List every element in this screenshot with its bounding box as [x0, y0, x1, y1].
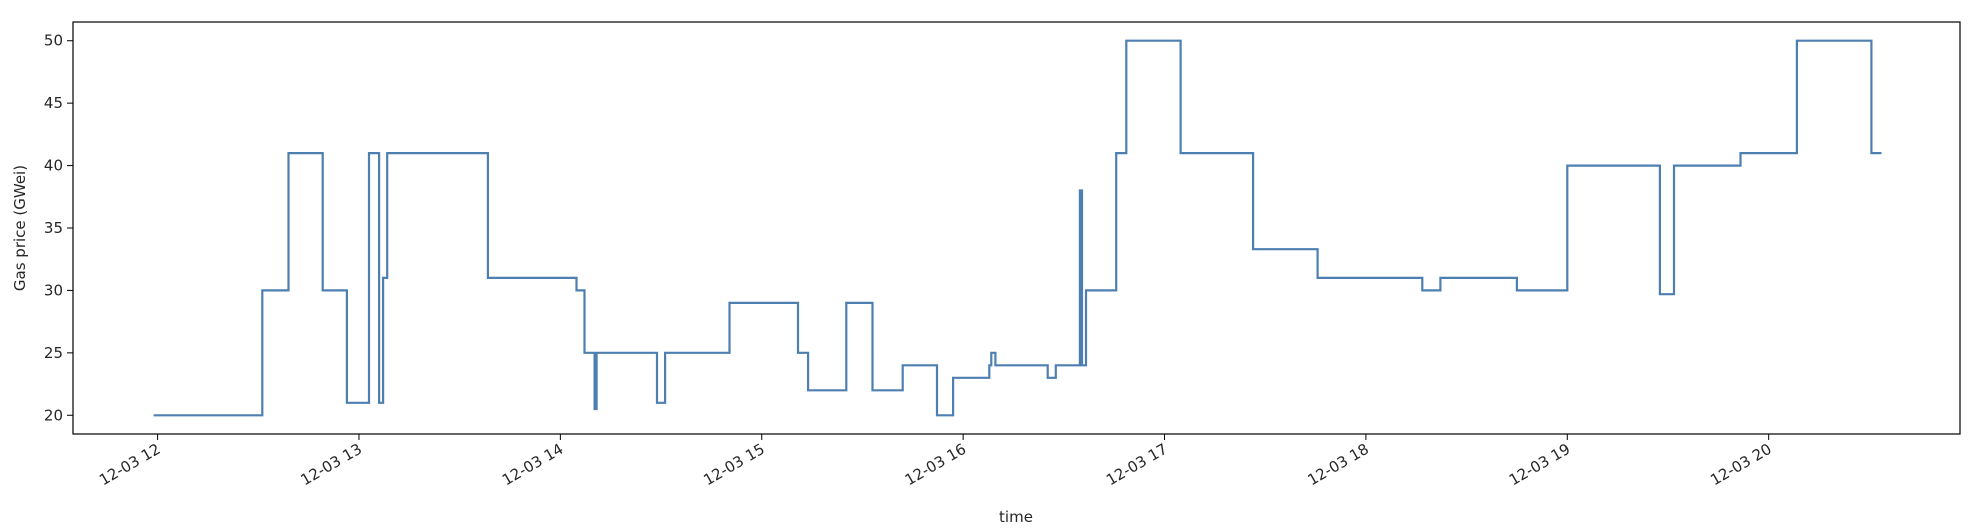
x-tick-label: 12-03 13 [298, 440, 365, 489]
series-line [153, 39, 1882, 417]
y-tick-label: 30 [44, 281, 63, 299]
y-tick-label: 40 [44, 157, 63, 175]
y-tick-label: 45 [44, 94, 63, 112]
x-tick-label: 12-03 17 [1103, 440, 1170, 489]
x-tick-label: 12-03 18 [1304, 440, 1371, 489]
x-tick-label: 12-03 20 [1707, 440, 1774, 489]
x-tick-label: 12-03 14 [499, 440, 566, 489]
series-group [153, 39, 1882, 417]
x-tick-label: 12-03 19 [1506, 440, 1573, 489]
plot-frame [72, 21, 1961, 435]
plot-background [73, 22, 1960, 434]
x-tick-label: 12-03 15 [700, 440, 767, 489]
y-axis-ticks: 20 25 30 35 40 45 50 [44, 32, 73, 424]
y-tick-label: 50 [44, 32, 63, 50]
y-tick-label: 25 [44, 344, 63, 362]
x-tick-label: 12-03 16 [902, 440, 969, 489]
x-axis-label: time [999, 508, 1033, 526]
y-axis-label: Gas price (GWei) [11, 165, 29, 291]
x-axis-ticks: 12-03 12 12-03 13 12-03 14 12-03 15 12-03 16… [96, 434, 1775, 489]
y-tick-label: 35 [44, 219, 63, 237]
x-tick-label: 12-03 12 [96, 440, 163, 489]
y-tick-label: 20 [44, 406, 63, 424]
